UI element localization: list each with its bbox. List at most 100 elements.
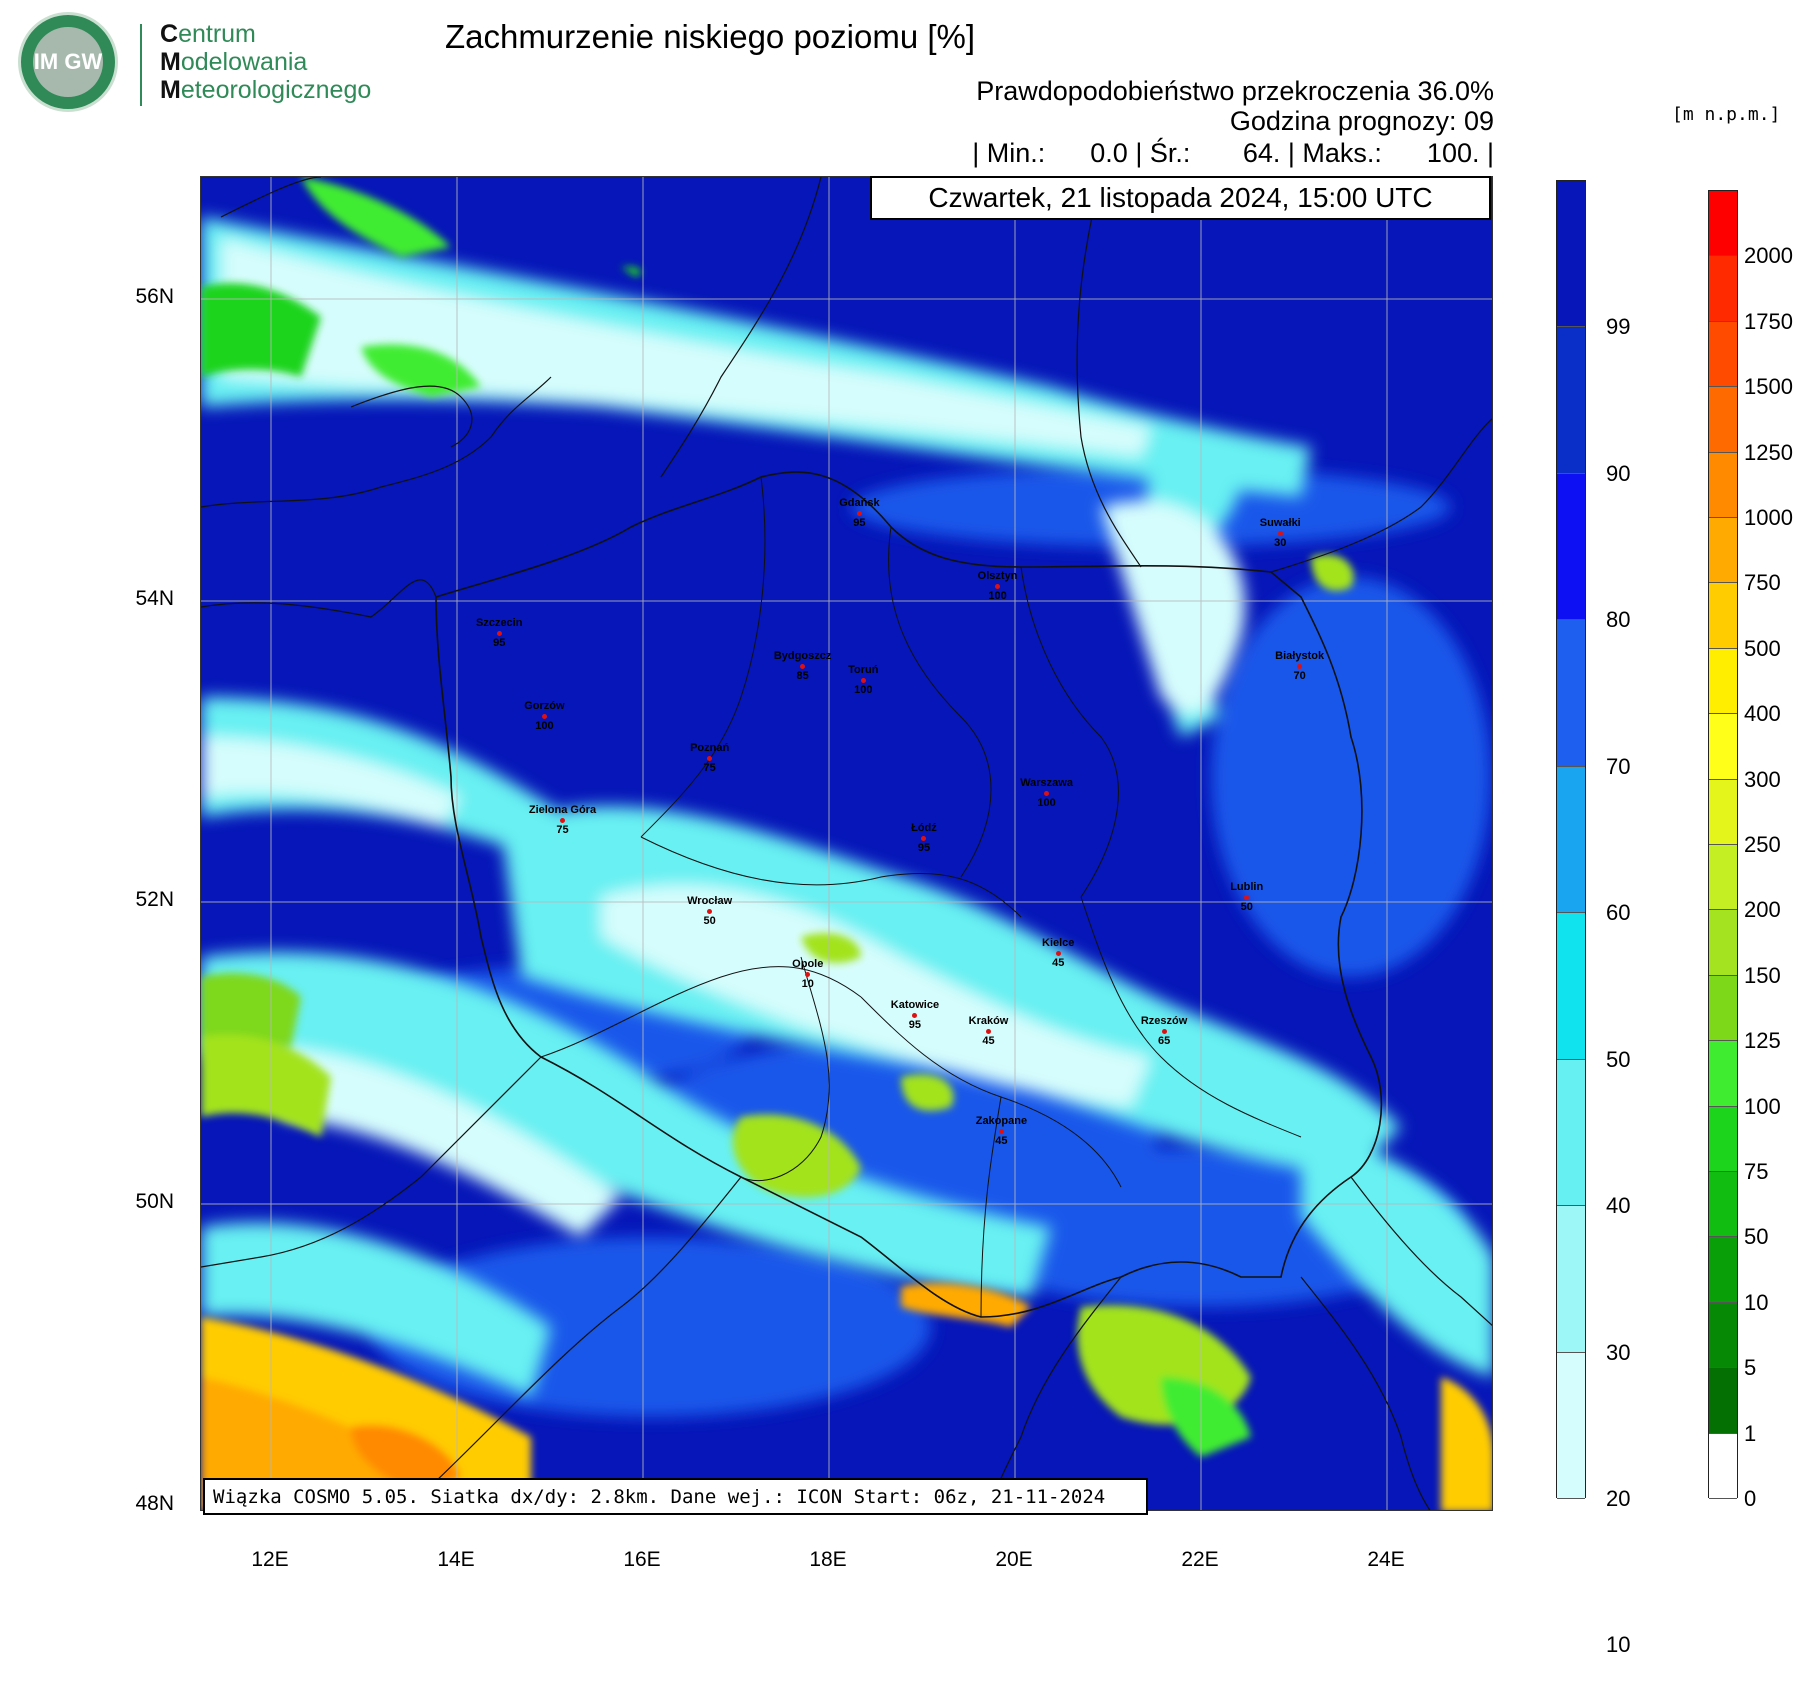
legend-tick-label: 30 xyxy=(1606,1339,1631,1365)
city-dot-icon xyxy=(707,756,713,762)
imgw-emblem-icon: IM GW xyxy=(18,12,118,112)
legend-tick-label: 0 xyxy=(1744,1486,1757,1511)
city-dot-icon xyxy=(805,972,811,978)
legend-tick-label: 10 xyxy=(1606,1632,1631,1658)
legend-swatch xyxy=(1709,779,1737,845)
legend-swatch xyxy=(1709,1172,1737,1238)
lon-tick-label: 22E xyxy=(1181,1548,1219,1571)
legend-tick-label: 1750 xyxy=(1744,308,1793,334)
legend-swatch xyxy=(1709,714,1737,780)
legend-swatch xyxy=(1709,1302,1737,1369)
lon-tick-label: 24E xyxy=(1367,1548,1405,1571)
legend-swatch xyxy=(1557,913,1585,1060)
logo-divider xyxy=(140,24,142,106)
lat-tick-label: 50N xyxy=(135,1190,174,1213)
legend-tick-label: 99 xyxy=(1606,314,1631,340)
city-marker: Toruń 100 xyxy=(848,663,879,696)
city-dot-icon xyxy=(860,677,866,683)
legend-tick-label: 50 xyxy=(1744,1224,1769,1250)
city-marker: Bydgoszcz 85 xyxy=(773,650,832,683)
city-marker: Wrocław 50 xyxy=(687,895,733,928)
legend-swatch xyxy=(1709,583,1737,649)
legend-tick-label: 750 xyxy=(1744,570,1781,596)
logo-line-3: Meteorologicznego xyxy=(160,76,372,104)
legend-tick-label: 300 xyxy=(1744,766,1781,792)
cloud-cover-map: Gdańsk 95 Suwałki 30 Olsztyn 100 Szczecin 95… xyxy=(200,176,1493,1511)
legend-swatch xyxy=(1557,766,1585,914)
city-marker: Szczecin 95 xyxy=(475,616,523,649)
legend-swatch xyxy=(1709,387,1737,453)
city-dot-icon xyxy=(912,1013,918,1019)
legend-tick-label: 75 xyxy=(1744,1159,1769,1184)
legend-swatch xyxy=(1709,648,1737,715)
city-dot-icon xyxy=(1044,790,1050,796)
legend-swatch xyxy=(1557,473,1585,621)
lat-tick-label: 54N xyxy=(135,587,174,610)
legend-swatch xyxy=(1709,1106,1737,1172)
legend-tick-label: 500 xyxy=(1744,635,1781,661)
city-marker: Zielona Góra 75 xyxy=(528,803,597,836)
imgw-logo: IM GW Centrum Modelowania Meteorologiczn… xyxy=(10,10,380,112)
cloud-cover-legend-bar xyxy=(1556,180,1586,1499)
logo-line-2: Modelowania xyxy=(160,48,308,76)
model-info-box: Wiązka COSMO 5.05. Siatka dx/dy: 2.8km. … xyxy=(203,1478,1148,1515)
map-title: Zachmurzenie niskiego poziomu [%] xyxy=(444,18,976,55)
city-marker: Kraków 45 xyxy=(968,1015,1009,1048)
city-dot-icon xyxy=(559,817,565,823)
city-dot-icon xyxy=(1277,530,1283,536)
forecast-hour-line: Godzina prognozy: 09 xyxy=(1229,106,1494,136)
legend-swatch xyxy=(1557,1206,1585,1353)
city-dot-icon xyxy=(800,664,806,670)
probability-line: Prawdopodobieństwo przekroczenia 36.0% xyxy=(976,76,1494,106)
city-dot-icon xyxy=(541,713,547,719)
legend-swatch xyxy=(1709,452,1737,518)
legend-swatch xyxy=(1709,321,1737,388)
city-marker: Poznań 75 xyxy=(690,742,730,775)
legend-tick-label: 80 xyxy=(1606,607,1631,633)
city-dot-icon xyxy=(1297,664,1303,670)
legend-tick-label: 90 xyxy=(1606,460,1631,486)
city-dot-icon xyxy=(856,510,862,516)
legend-swatch xyxy=(1709,975,1737,1042)
legend-tick-label: 1000 xyxy=(1744,505,1793,530)
legend-tick-label: 2000 xyxy=(1744,243,1793,269)
legend-tick-label: 70 xyxy=(1606,753,1631,779)
city-marker: Opole 10 xyxy=(792,958,824,991)
city-dot-icon xyxy=(1055,950,1061,956)
lat-tick-label: 56N xyxy=(135,285,174,308)
legend-tick-label: 1500 xyxy=(1744,374,1793,400)
legend-tick-label: 125 xyxy=(1744,1028,1781,1054)
legend-tick-label: 5 xyxy=(1744,1355,1757,1381)
legend-tick-label: 200 xyxy=(1744,897,1781,923)
logo-line-1: Centrum xyxy=(160,20,256,48)
city-marker: Suwałki 30 xyxy=(1259,516,1301,549)
city-marker: Olsztyn 100 xyxy=(977,570,1018,603)
city-marker: Łódź 95 xyxy=(911,822,937,855)
legend-swatch xyxy=(1709,845,1737,911)
legend-tick-label: 250 xyxy=(1744,832,1781,857)
legend-swatch xyxy=(1709,1237,1737,1303)
city-marker: Gorzów 100 xyxy=(524,699,565,732)
legend-swatch xyxy=(1709,256,1737,322)
lon-tick-label: 12E xyxy=(251,1548,289,1571)
legend-swatch xyxy=(1709,191,1737,257)
city-dot-icon xyxy=(998,1129,1004,1135)
legend-swatch xyxy=(1557,181,1585,328)
city-dot-icon xyxy=(986,1029,991,1035)
city-dot-icon xyxy=(707,909,713,915)
legend-swatch xyxy=(1709,518,1737,584)
terrain-units-label: [m n.p.m.] xyxy=(1672,104,1781,125)
lat-tick-label: 48N xyxy=(135,1492,174,1515)
legend-swatch xyxy=(1709,1433,1737,1499)
city-dot-icon xyxy=(995,584,1001,590)
legend-tick-label: 10 xyxy=(1744,1289,1769,1315)
map-graphic xyxy=(201,177,1492,1510)
legend-swatch xyxy=(1709,1368,1737,1434)
terrain-height-legend-bar xyxy=(1708,190,1738,1499)
city-dot-icon xyxy=(1244,894,1250,900)
legend-tick-label: 60 xyxy=(1606,900,1631,926)
legend-swatch xyxy=(1709,910,1737,976)
legend-tick-label: 100 xyxy=(1744,1093,1781,1119)
city-marker: Białystok 70 xyxy=(1275,650,1325,683)
legend-swatch xyxy=(1557,327,1585,474)
